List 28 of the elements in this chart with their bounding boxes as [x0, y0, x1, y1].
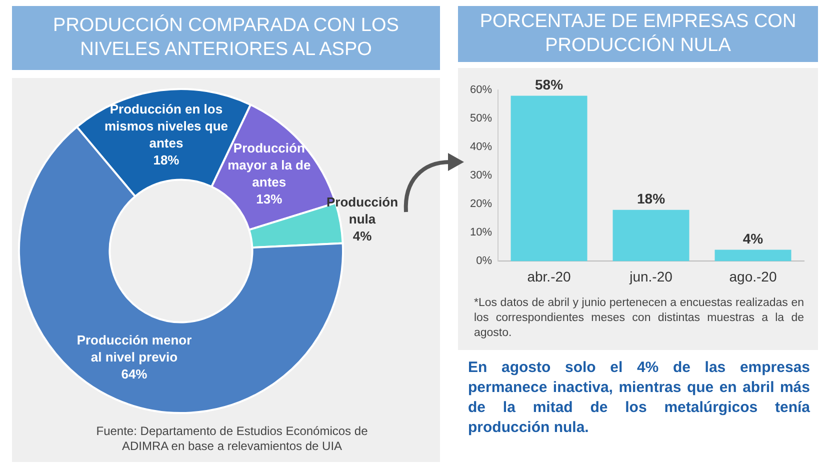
y-tick-label: 10%: [470, 226, 492, 239]
source-note: Fuente: Departamento de Estudios Económicos de ADIMRA en base a relevamientos de UIA: [95, 424, 369, 454]
x-tick-label: ago.-20: [729, 268, 777, 284]
data-label: 18%: [153, 152, 180, 168]
text: *Los datos de abril y junio pertenecen a encuestas realizadas en los correspondientes meses con distintas muestras a la de agosto.: [474, 296, 804, 341]
x-tick-label: abr.-20: [527, 268, 572, 284]
data-label: 4%: [742, 230, 764, 247]
text: En agosto solo el 4% de las empresas permanece inactiva, mientras que en abril más de la mitad de los metalúrgicos tenía producción nula.: [468, 358, 810, 438]
slice-label: Producción mayor a la de antes: [228, 140, 311, 190]
y-tick-label: 0%: [476, 255, 492, 268]
data-label: 13%: [256, 192, 283, 207]
slice-label: Producción en los mismos niveles que antes: [104, 101, 228, 150]
y-tick-label: 20%: [470, 198, 492, 210]
y-tick-label: 30%: [470, 170, 492, 182]
slice-label: Producción menor al nivel previo: [76, 332, 192, 364]
y-tick-label: 60%: [470, 84, 492, 96]
chart-title: PORCENTAJE DE EMPRESAS CON PRODUCCIÓN NULA: [458, 6, 818, 62]
x-tick-label: jun.-20: [628, 268, 673, 284]
y-tick-label: 40%: [470, 141, 492, 154]
bar: [612, 210, 690, 262]
data-label: 18%: [636, 190, 666, 207]
bar: [714, 250, 792, 262]
bar: [510, 96, 588, 262]
y-tick-label: 50%: [470, 112, 492, 125]
data-label: 64%: [121, 366, 148, 382]
data-label: 4%: [352, 228, 372, 244]
data-label: 58%: [535, 76, 564, 93]
chart-title: PRODUCCIÓN COMPARADA CON LOS NIVELES ANTERIORES AL ASPO: [12, 6, 440, 70]
